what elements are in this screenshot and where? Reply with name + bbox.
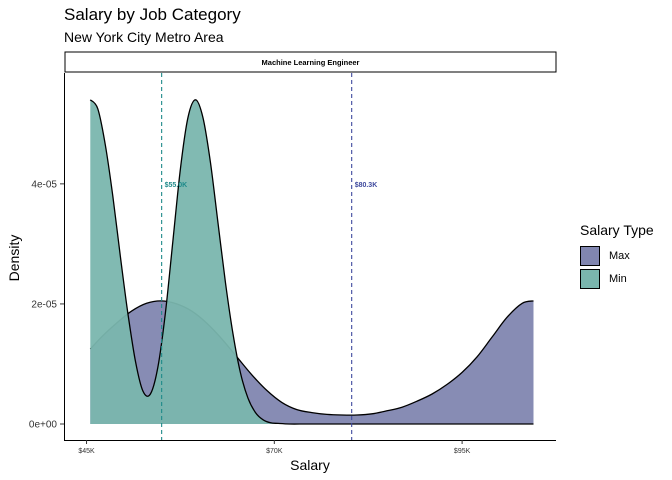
legend-key-max: [580, 245, 600, 266]
mean-label-max: $80.3K: [355, 182, 378, 189]
legend: Salary Type Max Min: [580, 222, 654, 290]
chart-subtitle: New York City Metro Area: [64, 29, 224, 45]
density-areas: [89, 99, 534, 425]
mean-lines: $80.3K $55.0K: [161, 73, 378, 440]
facet-strip: [64, 51, 557, 73]
legend-label-min: Min: [609, 272, 627, 285]
x-ticks: $45K $70K $95K: [78, 440, 471, 455]
legend-item-max: Max: [580, 244, 654, 267]
legend-title: Salary Type: [580, 222, 654, 238]
legend-key-min: [580, 268, 600, 289]
x-tick-label: $70K: [266, 448, 283, 455]
x-axis-title: Salary: [290, 457, 330, 473]
y-axis-title: Density: [6, 235, 22, 282]
x-tick-label: $95K: [454, 448, 471, 455]
facet-strip-label: Machine Learning Engineer: [262, 58, 360, 67]
density-area-min: [90, 99, 534, 425]
legend-label-max: Max: [609, 249, 630, 262]
chart-title: Salary by Job Category: [64, 5, 241, 24]
y-ticks: 0e+00 2e-05 4e-05: [29, 179, 64, 431]
density-curve-min: [89, 99, 534, 425]
y-tick-label: 2e-05: [31, 299, 57, 310]
legend-item-min: Min: [580, 267, 654, 290]
x-tick-label: $45K: [78, 448, 95, 455]
y-tick-label: 0e+00: [29, 420, 58, 431]
mean-label-min: $55.0K: [165, 182, 188, 189]
y-tick-label: 4e-05: [31, 179, 57, 190]
